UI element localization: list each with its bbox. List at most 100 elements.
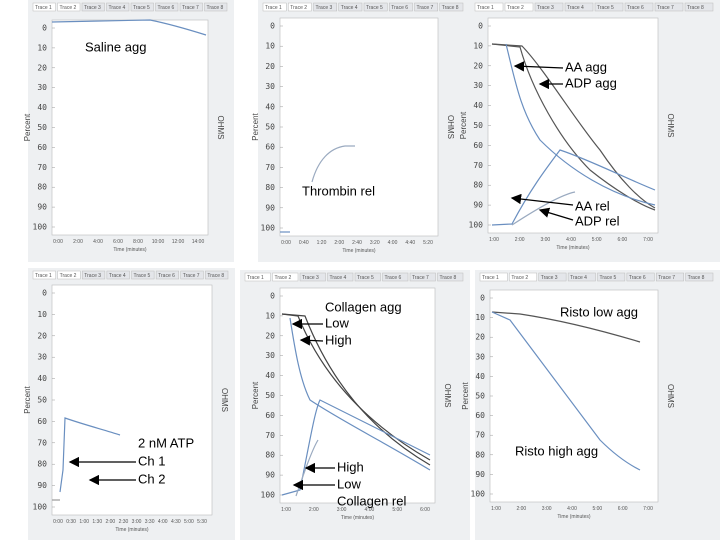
y-tick-label: 50 xyxy=(265,123,275,132)
y-tick-label: 70 xyxy=(473,161,483,170)
x-tick-label: 1:00 xyxy=(79,519,89,525)
tab-label: Trace 3 xyxy=(316,5,333,11)
y2-axis-label: OHMS xyxy=(220,388,229,412)
tab xyxy=(57,270,81,280)
annotation: Ch 2 xyxy=(138,471,165,486)
plot-area xyxy=(51,19,209,236)
tab xyxy=(179,2,203,12)
y-tick-label: 60 xyxy=(265,143,275,152)
x-tick-label: 1:00 xyxy=(281,507,291,513)
y-tick-label: 20 xyxy=(475,333,485,342)
x-tick-label: 5:00 xyxy=(392,507,402,513)
y-tick-label: 30 xyxy=(265,82,275,91)
x-tick-label: 1:00 xyxy=(491,506,501,512)
y-tick-label: 70 xyxy=(265,431,275,440)
y-tick-label: 100 xyxy=(261,491,276,500)
tab-label: Trace 2 xyxy=(60,273,77,279)
y-tick-label: 20 xyxy=(265,62,275,71)
y-tick-label: 0 xyxy=(42,289,47,298)
tab-label: Trace 7 xyxy=(658,275,675,281)
y-tick-label: 60 xyxy=(265,411,275,420)
tab-label: Trace 6 xyxy=(158,273,175,279)
y-tick-label: 20 xyxy=(473,61,483,70)
x-tick-label: 4:00 xyxy=(388,240,398,246)
x-tick-label: 2:00 xyxy=(334,240,344,246)
tab-label: Trace 4 xyxy=(330,275,347,281)
arrow xyxy=(510,193,574,206)
trace-curve xyxy=(281,399,431,496)
y-tick-label: 80 xyxy=(37,183,47,192)
annotation: Low xyxy=(325,315,349,330)
y2-axis-label: OHMS xyxy=(216,116,225,140)
y-tick-label: 60 xyxy=(37,143,47,152)
annotation: AA agg xyxy=(565,59,607,74)
tab xyxy=(626,272,655,282)
tab xyxy=(131,270,155,280)
tab xyxy=(504,2,534,12)
y-axis-label: Percent xyxy=(251,381,260,409)
y-tick-label: 40 xyxy=(265,102,275,111)
y-tick-label: 10 xyxy=(37,43,47,52)
tab xyxy=(594,2,624,12)
annotation: ADP rel xyxy=(575,213,620,228)
tab xyxy=(684,2,714,12)
x-axis-label: Time (minutes) xyxy=(557,514,590,520)
trace-curve xyxy=(289,317,431,471)
tab xyxy=(685,272,714,282)
y-tick-label: 100 xyxy=(261,224,276,233)
tab-label: Trace 1 xyxy=(35,5,52,11)
x-tick-label: 3:20 xyxy=(370,240,380,246)
y-tick-label: 70 xyxy=(265,163,275,172)
x-tick-label: 4:00 xyxy=(567,506,577,512)
tab-label: Trace 2 xyxy=(60,5,77,11)
tab-label: Trace 6 xyxy=(158,5,175,11)
trace-curve xyxy=(281,313,431,466)
arrow xyxy=(538,207,574,221)
tab xyxy=(382,272,409,282)
tab-label: Trace 2 xyxy=(275,275,292,281)
annotation: Low xyxy=(337,476,361,491)
x-tick-label: 4:30 xyxy=(171,519,181,525)
annotation: Collagen rel xyxy=(337,493,406,508)
tab xyxy=(204,2,228,12)
trace-curve xyxy=(281,313,431,461)
x-axis-label: Time (minutes) xyxy=(115,527,148,533)
tab-label: Trace 6 xyxy=(385,275,402,281)
tab-label: Trace 6 xyxy=(629,275,646,281)
x-tick-label: 1:20 xyxy=(317,240,327,246)
tab-label: Trace 2 xyxy=(511,275,528,281)
y-axis-label: Percent xyxy=(459,111,468,139)
tab xyxy=(130,2,154,12)
tab-label: Trace 1 xyxy=(35,273,52,279)
y-tick-label: 30 xyxy=(265,351,275,360)
tab-label: Trace 4 xyxy=(109,273,126,279)
y-tick-label: 100 xyxy=(33,223,48,232)
tab xyxy=(155,270,179,280)
tab-label: Trace 8 xyxy=(207,5,224,11)
trace-curve xyxy=(511,191,576,226)
tab xyxy=(205,270,229,280)
y-tick-label: 50 xyxy=(265,391,275,400)
tab-label: Trace 3 xyxy=(541,275,558,281)
tab xyxy=(81,2,105,12)
tab xyxy=(437,272,464,282)
x-tick-label: 5:00 xyxy=(592,506,602,512)
tab xyxy=(363,2,388,12)
x-axis-label: Time (minutes) xyxy=(341,515,374,521)
x-axis-label: Time (minutes) xyxy=(113,247,146,253)
y-axis-label: Percent xyxy=(251,112,260,140)
trace-curve xyxy=(491,149,656,226)
tab xyxy=(338,2,363,12)
y-tick-label: 80 xyxy=(475,450,485,459)
trace-curve xyxy=(51,19,207,36)
tab-label: Trace 8 xyxy=(440,275,457,281)
y-tick-label: 40 xyxy=(473,101,483,110)
arrow xyxy=(299,335,324,346)
y-tick-label: 60 xyxy=(37,417,47,426)
x-tick-label: 5:20 xyxy=(423,240,433,246)
tab xyxy=(244,272,271,282)
y-tick-label: 30 xyxy=(475,352,485,361)
x-tick-label: 0:00 xyxy=(53,239,63,245)
y-tick-label: 70 xyxy=(37,163,47,172)
